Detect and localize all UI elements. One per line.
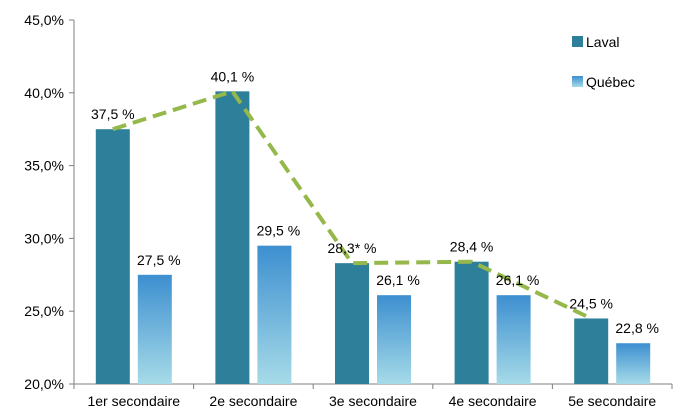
bar-laval [335,263,369,384]
data-label-quebec: 22,8 % [615,320,659,336]
x-tick-label: 2e secondaire [209,393,297,409]
legend-swatch-quebec [572,76,583,87]
bar-quebec [137,274,172,384]
data-label-laval: 40,1 % [211,68,255,84]
y-tick-label: 20,0% [24,376,64,392]
data-label-laval: 28,4 % [450,239,494,255]
bar-laval [95,129,130,384]
y-tick-label: 40,0% [24,85,64,101]
x-tick-label: 5e secondaire [568,393,656,409]
bar-quebec [496,295,531,384]
bar-laval [574,318,609,384]
y-tick-label: 45,0% [24,12,64,28]
bar-quebec [377,295,411,384]
data-label-laval: 28,3* % [327,240,376,256]
bars [95,91,651,385]
legend-label-quebec: Québec [586,74,635,90]
bar-laval [215,91,250,385]
x-tick-label: 1er secondaire [87,393,180,409]
axes: 20,0% 25,0% 30,0% 35,0% 40,0% 45,0% 1er second… [24,12,673,409]
data-label-quebec: 26,1 % [496,272,540,288]
y-tick-label: 35,0% [24,158,64,174]
x-tick-label: 3e secondaire [329,393,417,409]
y-tick-label: 25,0% [24,303,64,319]
bar-quebec [257,245,292,384]
legend: Laval Québec [572,34,635,90]
y-tick-label: 30,0% [24,230,64,246]
data-label-quebec: 26,1 % [376,272,420,288]
x-tick-label: 4e secondaire [449,393,537,409]
data-label-quebec: 27,5 % [137,252,181,268]
data-labels: 37,5 %27,5 %40,1 %29,5 %28,3* %26,1 %28,… [91,68,659,336]
bar-laval [454,261,489,384]
legend-swatch-laval [572,36,583,47]
data-label-laval: 24,5 % [569,295,613,311]
data-label-laval: 37,5 % [91,106,135,122]
bar-quebec [616,343,651,384]
data-label-quebec: 29,5 % [257,223,301,239]
legend-label-laval: Laval [586,34,619,50]
